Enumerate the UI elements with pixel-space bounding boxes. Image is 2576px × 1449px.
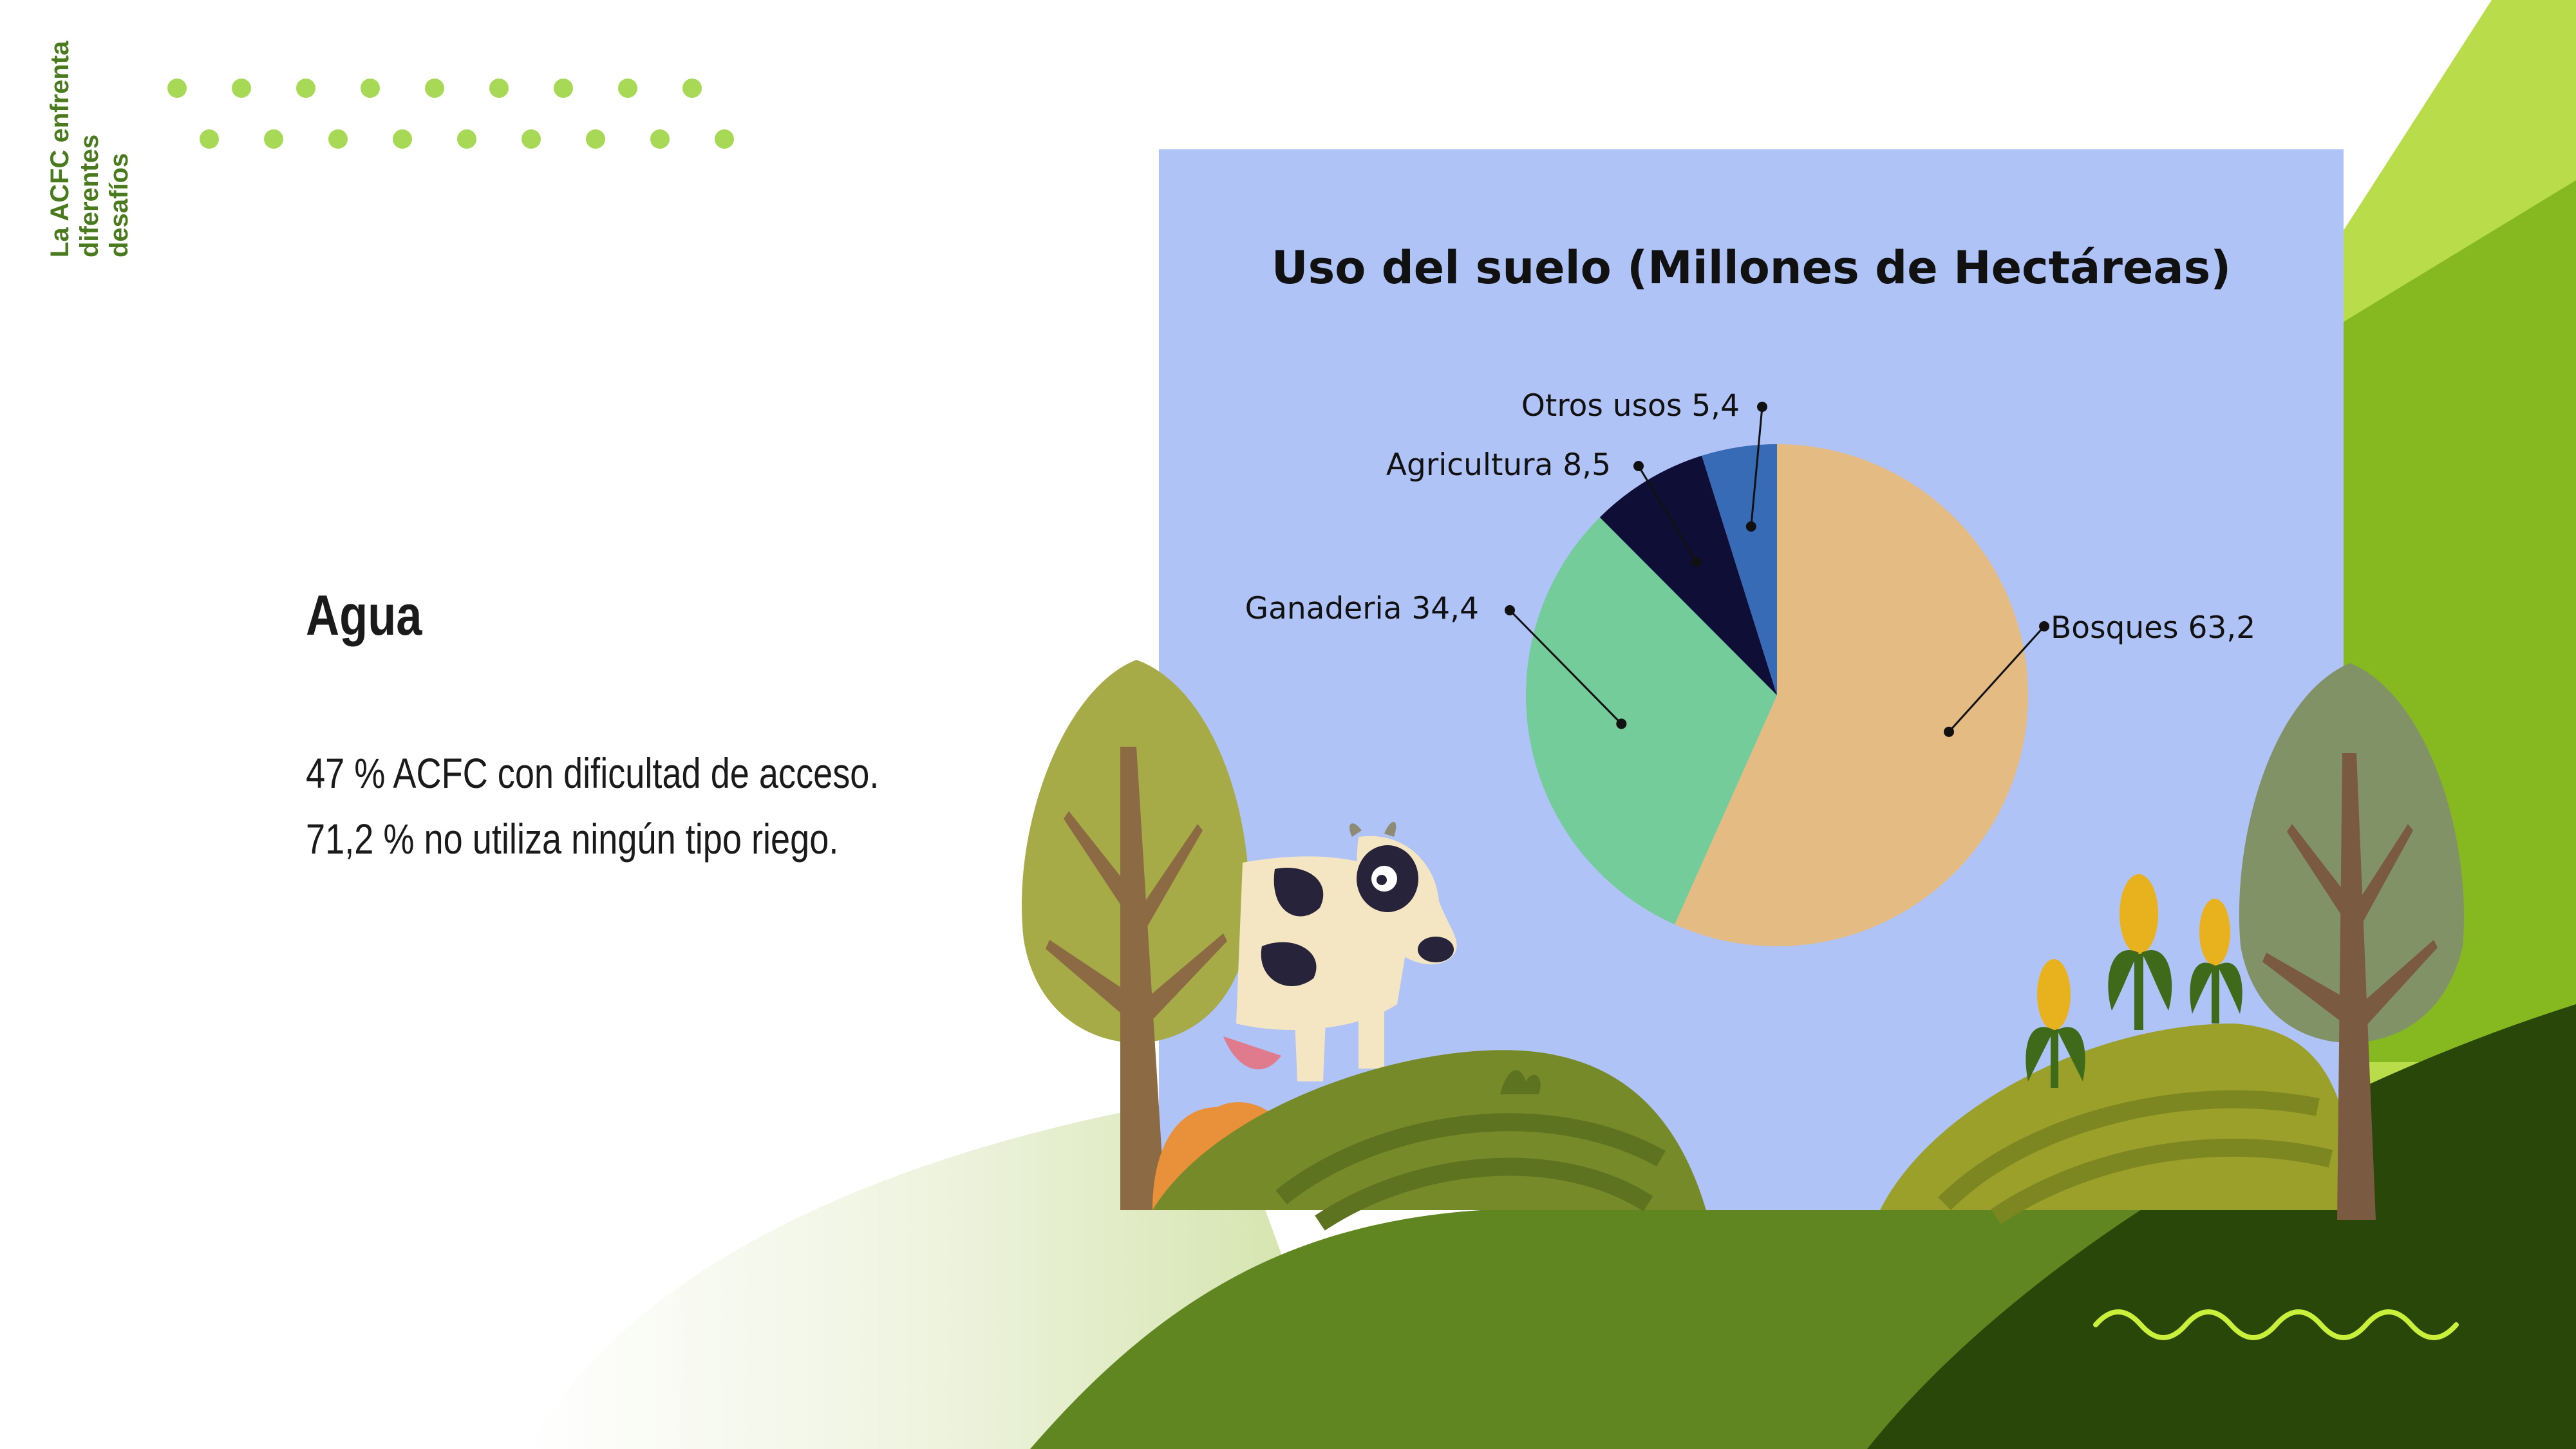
slice-label-bosques: Bosques 63,2 — [2051, 610, 2255, 646]
decor-dot — [361, 79, 380, 98]
leader-dot — [1633, 461, 1644, 471]
leader-line — [1750, 406, 1763, 527]
leader-line — [1948, 625, 2045, 733]
slice-label-otros-usos: Otros usos 5,4 — [1521, 388, 1740, 424]
leader-dot — [1944, 726, 1955, 737]
decor-dot — [489, 79, 509, 98]
decor-dot — [296, 79, 315, 98]
wave-decoration — [2093, 1309, 2459, 1340]
decor-dot — [457, 129, 476, 149]
corn-illustration — [2026, 874, 2242, 1088]
leader-dot — [1757, 402, 1767, 412]
decor-dot — [618, 79, 637, 98]
leader-dot — [2039, 621, 2049, 631]
decor-dot — [715, 129, 734, 149]
pie-chart: Bosques 63,2 Ganaderia 34,4 Agricultura 8,… — [1245, 388, 2255, 946]
decor-dot — [554, 79, 573, 98]
chart-title: Uso del suelo (Millones de Hectáreas) — [1272, 241, 2232, 294]
hill-left — [1152, 1050, 1706, 1231]
slice-label-ganaderia: Ganaderia 34,4 — [1245, 591, 1479, 626]
leader-line — [1637, 465, 1698, 563]
body-line-1: 47 % ACFC con dificultad de acceso. — [306, 749, 879, 797]
leader-dot — [1691, 557, 1702, 568]
decor-dot — [522, 129, 541, 149]
dot-grid-decoration — [167, 79, 734, 149]
pie-slice-bosques — [1675, 444, 2029, 946]
decor-dot — [264, 129, 283, 149]
pie-slice-otros-usos — [1702, 444, 1777, 695]
decor-dot — [200, 129, 219, 149]
decor-dot — [167, 79, 187, 98]
pie-slice-agricultura — [1599, 455, 1777, 695]
sidebar-title-line1: La ACFC enfrenta — [46, 41, 74, 257]
body-line-2: 71,2 % no utiliza ningún tipo riego. — [306, 815, 839, 863]
decor-dot — [232, 79, 251, 98]
tree-illustration — [2239, 663, 2465, 1220]
leader-line — [1509, 609, 1622, 725]
decor-dot — [393, 129, 412, 149]
leader-dot — [1745, 521, 1756, 532]
hill-right — [1880, 1024, 2356, 1224]
decor-dot — [328, 129, 348, 149]
decor-dot — [650, 129, 670, 149]
slice-label-agricultura: Agricultura 8,5 — [1386, 447, 1611, 483]
pie-slice-ganaderia — [1526, 517, 1777, 925]
decor-dot — [682, 79, 702, 98]
section-title: Agua — [306, 583, 422, 647]
leader-dot — [1505, 605, 1515, 615]
sidebar-title: La ACFC enfrenta diferentes desafíos — [45, 26, 134, 257]
decor-dot — [586, 129, 605, 149]
section-body: 47 % ACFC con dificultad de acceso. 71,2… — [306, 740, 939, 872]
tree-illustration — [1021, 660, 1250, 1210]
leader-dot — [1616, 718, 1627, 729]
decor-dot — [425, 79, 444, 98]
sidebar-title-line2: diferentes desafíos — [75, 134, 133, 257]
cow-illustration — [1223, 821, 1457, 1081]
